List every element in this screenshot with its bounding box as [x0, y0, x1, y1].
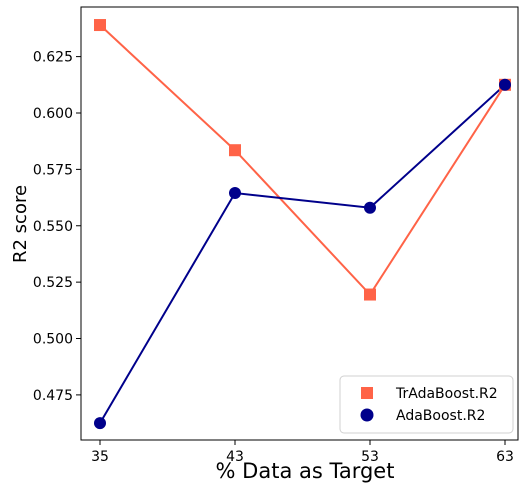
y-tick-label: 0.500: [33, 332, 73, 348]
data-point-square: [364, 288, 376, 301]
y-tick-label: 0.475: [33, 388, 73, 404]
data-point-circle: [94, 417, 106, 430]
series-line-adaboost: [99, 84, 506, 424]
y-tick-label: 0.625: [33, 50, 73, 66]
legend-label-adaboost: AdaBoost.R2: [396, 408, 485, 424]
legend: TrAdaBoost.R2 AdaBoost.R2: [339, 375, 514, 434]
y-tick-label: 0.600: [33, 106, 73, 122]
x-tick-label: 43: [226, 449, 244, 465]
data-point-square: [229, 144, 241, 157]
data-point-circle: [364, 201, 376, 214]
y-tick-label: 0.550: [33, 219, 73, 235]
y-tick-label: 0.525: [33, 275, 73, 291]
data-point-circle: [499, 78, 511, 91]
y-axis-ticks: 0.475 0.500 0.525 0.550 0.575 0.600 0.625: [33, 50, 81, 404]
legend-marker-adaboost: [360, 408, 374, 422]
x-axis-label: % Data as Target: [216, 459, 395, 483]
y-tick-label: 0.575: [33, 162, 73, 178]
legend-label-tradaboost: TrAdaBoost.R2: [395, 386, 498, 402]
legend-marker-tradaboost: [361, 387, 373, 399]
series-layer: [94, 19, 511, 430]
x-axis-ticks: 35 43 53 63: [91, 440, 514, 465]
data-point-square: [94, 19, 106, 32]
data-point-circle: [229, 187, 241, 200]
y-axis-label: R2 score: [10, 185, 31, 263]
plot-frame: [80, 6, 519, 441]
x-tick-label: 35: [91, 449, 109, 465]
legend-box: [339, 375, 514, 434]
x-tick-label: 53: [361, 449, 379, 465]
x-tick-label: 63: [496, 449, 514, 465]
series-line-tradaboost: [99, 24, 506, 297]
